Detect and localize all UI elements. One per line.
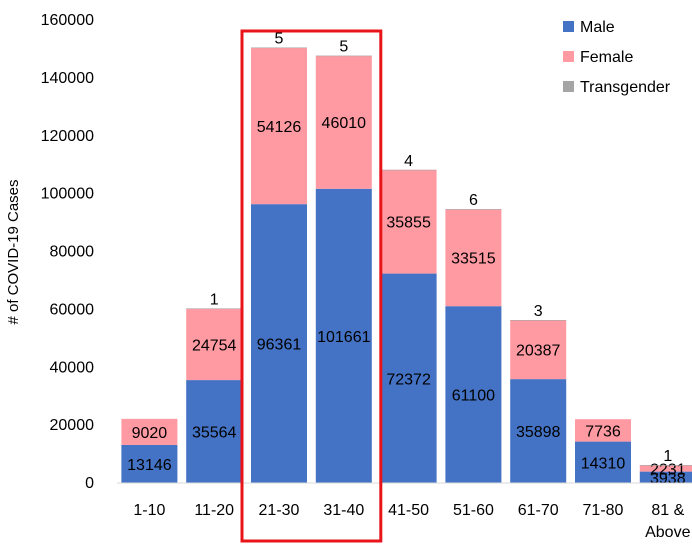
y-tick-label: 40000 [50, 359, 95, 376]
data-label-transgender: 5 [275, 31, 284, 48]
highlight-box [240, 29, 383, 543]
data-label-transgender: 1 [210, 291, 219, 308]
data-label-male: 96361 [257, 337, 302, 354]
data-label-female: 33515 [451, 251, 496, 268]
bar-transgender-41-50 [380, 169, 437, 171]
x-tick-label: 51-60 [453, 502, 494, 519]
legend-label-transgender: Transgender [580, 79, 671, 96]
bar-male-81-above [639, 471, 692, 483]
bar-male-21-30 [251, 204, 307, 484]
bar-female-31-40 [315, 55, 372, 189]
data-label-female: 54126 [257, 119, 302, 136]
y-tick-label: 140000 [41, 70, 94, 87]
x-tick-label: 1-10 [133, 502, 165, 519]
data-label-female: 35855 [386, 215, 431, 232]
x-tick-label: 31-40 [323, 502, 364, 519]
x-axis: 1-10 11-20 21-30 31-40 41-50 51-60 61-70 71-80 8… [117, 482, 692, 541]
bar-transgender-51-60 [445, 209, 502, 210]
bar-male-61-70 [510, 379, 567, 483]
bars: 13146 9020 35564 24754 1 96361 54126 5 101661 460… [121, 31, 692, 487]
legend-swatch-male [563, 21, 574, 32]
bar-female-21-30 [251, 47, 307, 205]
bar-female-61-70 [510, 320, 567, 380]
bar-transgender-11-20 [186, 308, 243, 310]
bar-female-51-60 [445, 209, 502, 307]
y-tick-label: 80000 [50, 244, 95, 261]
bar-female-11-20 [186, 308, 243, 381]
y-tick-label: 160000 [41, 12, 94, 29]
x-tick-label: 21-30 [259, 502, 300, 519]
bar-transgender-81-above [639, 465, 692, 466]
data-label-transgender: 5 [339, 39, 348, 56]
y-tick-label: 100000 [41, 186, 94, 203]
data-label-transgender: 3 [534, 303, 543, 320]
bar-transgender-61-70 [510, 320, 567, 321]
bar-male-31-40 [315, 188, 372, 483]
data-label-transgender: 1 [663, 448, 672, 465]
y-tick-label: 0 [85, 475, 94, 492]
y-axis: 0 20000 40000 60000 80000 100000 120000 140000 1… [41, 12, 94, 492]
legend-swatch-female [563, 51, 574, 62]
legend: Male Female Transgender [563, 19, 671, 96]
data-label-female: 9020 [132, 425, 168, 442]
bar-female-41-50 [380, 169, 437, 274]
bar-female-1-10 [121, 418, 178, 445]
x-tick-label: 41-50 [388, 502, 429, 519]
y-tick-label: 120000 [41, 128, 94, 145]
bar-female-81-above [639, 465, 692, 472]
y-axis-title: # of COVID-19 Cases [5, 179, 22, 324]
data-label-male: 72372 [386, 371, 431, 388]
x-tick-label: Above [645, 524, 690, 541]
x-tick-label: 11-20 [194, 502, 234, 519]
data-label-male: 13146 [127, 457, 172, 474]
data-label-male: 61100 [452, 388, 495, 405]
bar-male-71-80 [575, 441, 631, 483]
x-tick-label: 81 & [651, 502, 684, 519]
y-tick-label: 60000 [50, 301, 95, 318]
bar-male-1-10 [121, 444, 178, 483]
bar-male-51-60 [445, 306, 502, 483]
x-tick-label: 71-80 [583, 502, 624, 519]
legend-label-female: Female [580, 49, 633, 66]
data-label-female: 46010 [322, 115, 367, 132]
bar-male-11-20 [186, 380, 243, 483]
data-label-male: 35898 [516, 424, 561, 441]
data-label-transgender: 6 [469, 192, 478, 209]
data-label-female: 24754 [192, 337, 237, 354]
bar-transgender-31-40 [315, 55, 372, 57]
data-label-male: 101661 [317, 329, 370, 346]
data-label-male: 14310 [581, 455, 626, 472]
data-label-female: 20387 [516, 343, 561, 360]
legend-label-male: Male [580, 19, 615, 36]
data-label-transgender: 4 [404, 153, 413, 170]
y-tick-label: 20000 [50, 417, 95, 434]
x-tick-label: 61-70 [518, 502, 559, 519]
data-label-female: 7736 [585, 423, 621, 440]
bar-male-41-50 [380, 273, 437, 483]
legend-swatch-transgender [563, 81, 574, 92]
data-label-male: 35564 [192, 425, 237, 442]
bar-female-71-80 [575, 419, 631, 442]
bar-transgender-21-30 [251, 47, 307, 49]
